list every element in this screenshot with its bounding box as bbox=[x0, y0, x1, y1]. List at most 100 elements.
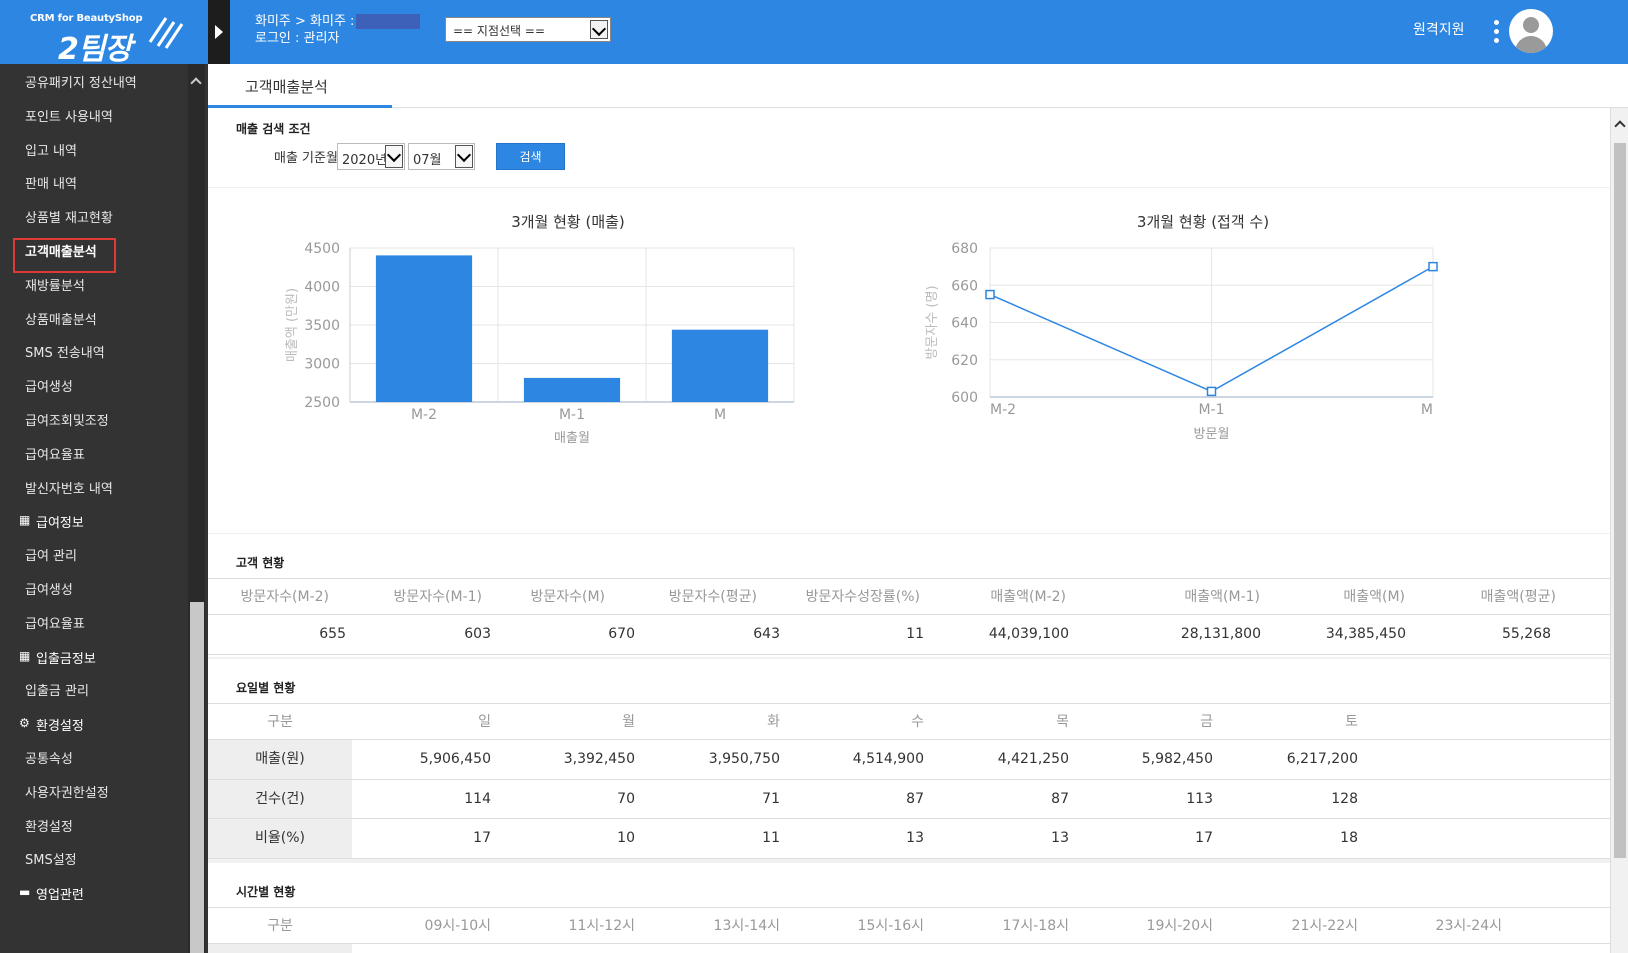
row-header: 구분 bbox=[267, 918, 293, 934]
hourly-status-title: 시간별 현황 bbox=[236, 885, 296, 899]
x-tick-label: M-1 bbox=[1198, 402, 1224, 418]
branch-select[interactable]: == 지점선택 == bbox=[445, 17, 611, 42]
sidebar-item[interactable]: 포인트 사용내역 bbox=[0, 97, 188, 131]
sidebar-item[interactable]: 상품매출분석 bbox=[0, 300, 188, 334]
customer-status-title: 고객 현황 bbox=[236, 556, 285, 570]
table-cell: 751,000 bbox=[1232, 944, 1362, 953]
sidebar-item[interactable]: 고객매출분석 bbox=[0, 232, 188, 266]
sidebar-item-label: 급여생성 bbox=[25, 583, 73, 598]
sidebar-item[interactable]: ▬ 영업관련 bbox=[0, 875, 188, 909]
row-header: 매출(원) bbox=[208, 740, 352, 779]
y-tick-label: 4000 bbox=[304, 280, 340, 296]
table-row: 방문자수(M-2) 방문자수(M-1) 방문자수(M) 방문자수(평균) 방문자수성장률… bbox=[208, 578, 1610, 615]
logo[interactable]: CRM for BeautyShop 2팀장 bbox=[0, 0, 205, 67]
sidebar-item[interactable]: SMS 전송내역 bbox=[0, 333, 188, 367]
active-item-highlight bbox=[13, 238, 116, 273]
y-tick-label: 680 bbox=[951, 241, 978, 257]
logo-slash-icon bbox=[148, 17, 184, 49]
table-cell: 113 bbox=[1186, 790, 1213, 807]
sidebar-item-label: 영업관련 bbox=[36, 888, 84, 904]
column-header: 매출액(M-2) bbox=[990, 589, 1066, 605]
column-header: 15시-16시 bbox=[857, 918, 924, 934]
month-select[interactable]: 07월 bbox=[408, 143, 475, 170]
logo-subtitle: CRM for BeautyShop bbox=[30, 13, 143, 24]
column-header: 23시-24시 bbox=[1435, 918, 1502, 934]
year-select[interactable]: 2020년 bbox=[337, 143, 405, 170]
table-cell: 3,950,750 bbox=[708, 751, 780, 767]
sidebar-toggle-button[interactable] bbox=[208, 0, 230, 64]
sidebar-item[interactable]: 공통속성 bbox=[0, 739, 188, 773]
sidebar-item[interactable]: 급여요율표 bbox=[0, 435, 188, 469]
table-cell: 3,363,300 bbox=[509, 944, 639, 953]
table-cell: 8,310,250 bbox=[943, 944, 1073, 953]
sidebar-item[interactable]: ▦ 급여정보 bbox=[0, 503, 188, 537]
sidebar-item[interactable]: 입고 내역 bbox=[0, 131, 188, 165]
chevron-up-icon[interactable] bbox=[190, 77, 202, 89]
table-cell: 643 bbox=[753, 626, 780, 642]
sidebar-item[interactable]: 사용자권한설정 bbox=[0, 773, 188, 807]
table-cell: 7,069,750 bbox=[798, 944, 928, 953]
charts-panel: 3개월 현황 (매출) 3개월 현황 (접객 수) 2500 3000 3500 40… bbox=[208, 188, 1610, 533]
sidebar-scrollbar[interactable] bbox=[188, 64, 205, 953]
column-header: 11시-12시 bbox=[568, 918, 635, 934]
table-cell: 18 bbox=[1340, 830, 1358, 846]
sidebar-item[interactable]: 급여조회및조정 bbox=[0, 401, 188, 435]
sidebar-item[interactable]: 급여 관리 bbox=[0, 536, 188, 570]
sidebar-item[interactable]: 입출금 관리 bbox=[0, 671, 188, 705]
content-scroll-thumb[interactable] bbox=[1614, 143, 1626, 858]
gears-icon: ⚙ bbox=[19, 716, 30, 731]
avatar[interactable] bbox=[1509, 9, 1553, 53]
sidebar-item[interactable]: ▦ 입출금정보 bbox=[0, 639, 188, 673]
column-header: 19시-20시 bbox=[1146, 918, 1213, 934]
table-cell: 3,392,450 bbox=[563, 751, 635, 767]
sidebar-scroll-thumb[interactable] bbox=[190, 602, 204, 953]
sidebar-item[interactable]: 재방률분석 bbox=[0, 266, 188, 300]
sidebar-item[interactable]: SMS설정 bbox=[0, 840, 188, 874]
sidebar-item-label: 환경설정 bbox=[36, 719, 84, 735]
remote-support-link[interactable]: 원격지원 bbox=[1413, 22, 1465, 38]
more-menu-icon[interactable] bbox=[1494, 20, 1500, 44]
sidebar-item[interactable]: 공유패키지 정산내역 bbox=[0, 63, 188, 97]
year-select-value: 2020년 bbox=[342, 153, 388, 168]
table-cell: 55,268 bbox=[1502, 626, 1551, 642]
sidebar-item-label: 급여요율표 bbox=[25, 616, 85, 632]
content-area: 매출 검색 조건 매출 기준월 : 2020년 07월 검색 3개월 현황 (매… bbox=[208, 108, 1610, 953]
content-scrollbar[interactable] bbox=[1610, 108, 1628, 953]
search-button[interactable]: 검색 bbox=[496, 143, 565, 170]
x-axis-title: 방문월 bbox=[1194, 427, 1230, 442]
calculator-icon: ▦ bbox=[19, 648, 31, 663]
chevron-down-icon bbox=[385, 145, 403, 168]
sidebar-item[interactable]: 판매 내역 bbox=[0, 164, 188, 198]
column-header: 방문자수(M-2) bbox=[240, 589, 329, 605]
sidebar-item[interactable]: 급여요율표 bbox=[0, 604, 188, 638]
column-header: 방문자수(M-1) bbox=[393, 589, 482, 605]
table-row: 구분 09시-10시 11시-12시 13시-14시 15시-16시 17시-18시 19시… bbox=[208, 907, 1610, 944]
month-select-value: 07월 bbox=[413, 153, 442, 168]
table-row: 매출(원) 5,906,450 3,392,450 3,950,750 4,514,90… bbox=[208, 740, 1610, 780]
row-header: 구분 bbox=[267, 714, 293, 730]
weekday-status-title: 요일별 현황 bbox=[236, 681, 296, 695]
chevron-up-icon[interactable] bbox=[1614, 120, 1626, 132]
sidebar-item[interactable]: ⚙ 환경설정 bbox=[0, 706, 188, 740]
table-row: 매출(원) 343,000 3,363,300 7,154,050 7,069,750 8… bbox=[208, 944, 1610, 953]
row-header: 비율(%) bbox=[208, 819, 352, 858]
bar bbox=[523, 377, 621, 402]
sidebar-item[interactable]: 급여생성 bbox=[0, 570, 188, 604]
table-cell: 5,906,450 bbox=[419, 751, 491, 767]
tab-customer-sales-analysis[interactable]: 고객매출분석 bbox=[208, 64, 392, 108]
sidebar-item[interactable]: 발신자번호 내역 bbox=[0, 469, 188, 503]
chevron-down-icon bbox=[455, 145, 473, 168]
y-tick-label: 3500 bbox=[304, 318, 340, 334]
sidebar-item-label: 입고 내역 bbox=[25, 143, 77, 159]
table-cell: 6,217,200 bbox=[1286, 751, 1358, 767]
x-tick-label: M-1 bbox=[559, 407, 585, 423]
column-header: 월 bbox=[622, 714, 635, 730]
column-header: 수 bbox=[911, 714, 924, 730]
row-header: 매출(원) bbox=[208, 944, 352, 953]
sidebar-item-label: 판매 내역 bbox=[25, 177, 77, 193]
sidebar-item[interactable]: 환경설정 bbox=[0, 807, 188, 841]
table-cell: 603 bbox=[464, 626, 491, 642]
sidebar-item[interactable]: 상품별 재고현황 bbox=[0, 198, 188, 232]
sidebar-item[interactable]: 급여생성 bbox=[0, 367, 188, 401]
